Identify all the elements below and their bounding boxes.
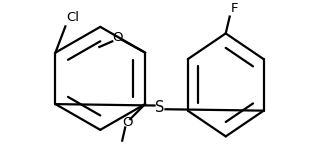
Text: S: S (155, 100, 164, 115)
Text: Cl: Cl (67, 11, 79, 24)
Text: O: O (112, 31, 122, 44)
Text: F: F (231, 2, 238, 15)
Text: O: O (122, 116, 132, 129)
